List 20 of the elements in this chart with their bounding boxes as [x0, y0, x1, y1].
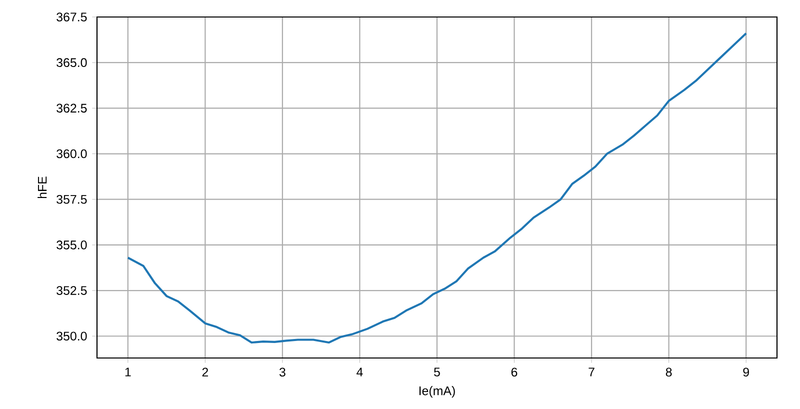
y-tick-label: 355.0 [56, 240, 87, 250]
x-tick-label: 2 [202, 368, 208, 376]
x-tick-label: 3 [279, 368, 286, 377]
y-tick-label: 360.0 [56, 149, 87, 158]
x-tick-label: 5 [434, 368, 440, 376]
y-tick-label: 367.5 [56, 12, 87, 22]
x-tick-label: 4 [356, 368, 363, 376]
y-tick-label: 357.5 [56, 194, 87, 204]
x-tick-label: 7 [588, 368, 594, 376]
line-series [126, 32, 748, 344]
y-tick-label: 350.0 [56, 332, 87, 341]
x-tick-label: 8 [666, 368, 672, 377]
x-tick-label: 1 [125, 368, 131, 376]
x-tick-label: 9 [743, 368, 749, 377]
x-tick-label: 6 [511, 368, 518, 377]
y-tick-label: 352.5 [56, 286, 87, 295]
y-tick-label: 365.0 [56, 58, 87, 68]
x-axis-title: Ie(mA) [419, 386, 455, 398]
y-tick-label: 362.5 [56, 104, 87, 113]
y-axis-title: hFE [38, 176, 47, 198]
